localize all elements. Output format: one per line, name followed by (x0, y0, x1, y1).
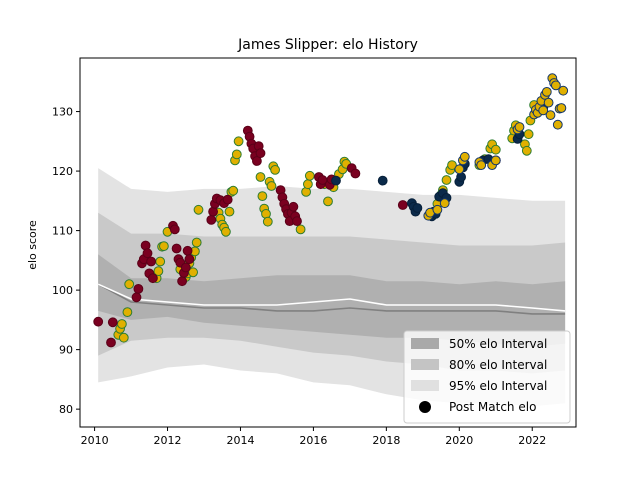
x-tick-label: 2022 (518, 434, 546, 447)
post-match-elo-point (521, 145, 532, 156)
x-tick-label: 2012 (154, 434, 182, 447)
post-match-elo-point (292, 216, 302, 227)
post-match-elo-point (131, 292, 142, 303)
post-match-elo-point (439, 198, 450, 209)
post-match-elo-point (221, 226, 231, 237)
y-tick-label: 120 (52, 165, 73, 178)
legend-label-50: 50% elo Interval (449, 337, 547, 351)
legend-frame (403, 330, 571, 424)
post-match-elo-point (233, 136, 244, 147)
post-match-elo-point (171, 243, 182, 254)
legend-label-95: 95% elo Interval (449, 379, 547, 393)
post-match-elo-point (541, 87, 552, 97)
post-match-elo-point (490, 155, 501, 166)
post-match-elo-point (169, 224, 180, 235)
post-match-elo-point (459, 151, 470, 162)
post-match-elo-point (552, 119, 563, 130)
post-match-elo-point (303, 179, 313, 190)
post-match-elo-point (182, 245, 193, 256)
legend: 50% elo Interval 80% elo Interval 95% el… (403, 330, 571, 424)
x-tick-label: 2016 (299, 434, 327, 447)
post-match-elo-point (142, 248, 153, 259)
post-match-elo-point (146, 256, 157, 267)
post-match-elo-point (331, 175, 341, 186)
post-match-elo-point (514, 122, 525, 132)
post-match-elo-point (159, 241, 169, 252)
post-match-elo-point (556, 103, 567, 113)
chart-title: James Slipper: elo History (237, 37, 418, 53)
post-match-elo-point (377, 175, 388, 186)
post-match-elo-point (191, 237, 202, 248)
post-match-elo-point (206, 215, 217, 225)
post-match-elo-point (93, 316, 104, 327)
y-tick-label: 130 (52, 106, 73, 119)
post-match-elo-point (476, 160, 487, 171)
axes: 2010 2012 2014 2016 2018 2020 2022 80 90 100 110 12… (52, 57, 577, 447)
y-axis-label: elo score (26, 220, 39, 270)
post-match-elo-point (447, 160, 457, 171)
axes-frame (79, 57, 577, 428)
legend-swatch-50 (411, 338, 439, 349)
post-match-elo-point (133, 284, 144, 294)
post-match-elo-point (558, 85, 569, 96)
post-match-elo-point (222, 194, 233, 205)
post-match-elo-point (454, 164, 465, 175)
post-match-elo-point (228, 185, 239, 196)
post-match-elo-point (262, 216, 273, 227)
post-match-elo-point (545, 110, 556, 120)
post-match-elo-point (288, 201, 299, 212)
post-match-elo-point (266, 181, 277, 191)
post-match-elo-point (490, 144, 501, 155)
post-match-elo-point (224, 206, 235, 217)
post-match-elo-point (295, 224, 306, 235)
post-match-elo-point (118, 332, 129, 343)
x-tick-label: 2014 (226, 434, 254, 447)
post-match-elo-point (148, 273, 158, 284)
post-match-elo-point (122, 307, 133, 318)
post-match-elo-point (270, 165, 281, 175)
post-match-elo-point (155, 256, 166, 267)
mean-elo-line (97, 283, 566, 312)
y-tick-label: 90 (59, 344, 73, 357)
x-tick-label: 2020 (445, 434, 473, 447)
post-match-elo-point (412, 203, 423, 213)
post-match-elo-point (180, 262, 191, 273)
post-match-elo-point (523, 129, 534, 140)
post-match-elo-point (350, 168, 361, 179)
post-match-elo-point (107, 317, 118, 328)
post-match-elo-point (538, 105, 549, 116)
post-match-elo-point (255, 148, 266, 159)
y-tick-label: 110 (52, 225, 73, 238)
post-match-elo-point (117, 319, 127, 329)
legend-swatch-80 (411, 359, 439, 370)
post-match-elo-point (153, 266, 164, 277)
post-match-elo-point (323, 196, 333, 207)
post-match-elo-point (432, 204, 443, 215)
post-match-elo-point (397, 200, 408, 210)
post-match-elo-point (184, 254, 195, 265)
x-tick-label: 2010 (81, 434, 109, 447)
x-tick-label: 2018 (372, 434, 400, 447)
post-match-elo-point (257, 191, 268, 202)
post-match-elo-point (255, 172, 266, 182)
post-match-elo-point (441, 175, 452, 185)
y-tick-label: 100 (52, 284, 73, 297)
legend-label-80: 80% elo Interval (449, 358, 547, 372)
post-match-elo-point (304, 170, 315, 181)
y-tick-label: 80 (59, 403, 73, 416)
median-elo-line (97, 283, 566, 315)
post-match-elo-point (231, 149, 242, 160)
post-match-elo-point (106, 337, 116, 348)
post-match-elo-point (177, 276, 188, 287)
post-match-elo-point (543, 97, 554, 108)
post-match-elo-point (193, 204, 204, 215)
post-match-elo-point (252, 156, 262, 166)
post-match-elo-point (551, 80, 561, 91)
legend-marker-post-match (419, 401, 431, 413)
legend-label-post-match: Post Match elo (449, 400, 536, 414)
legend-swatch-95 (411, 380, 439, 391)
post-match-elo-point (124, 279, 135, 290)
